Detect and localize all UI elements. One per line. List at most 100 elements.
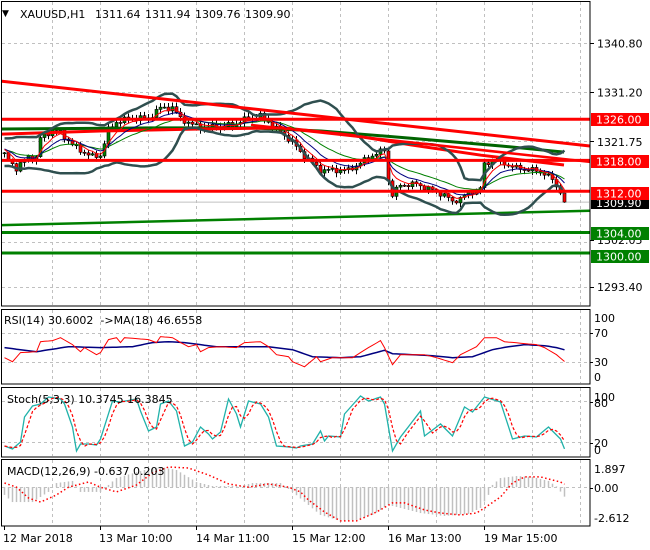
candle-body xyxy=(46,133,51,137)
low-price-value: 1309.76 xyxy=(195,8,241,21)
level-tag-1312: 1312.00 xyxy=(591,187,649,201)
candle-body xyxy=(442,193,447,197)
price-chart-panel[interactable]: ▼ XAUUSD,H1 1311.64 1311.94 1309.76 1309… xyxy=(1,1,591,307)
macd-signal-line xyxy=(4,466,565,522)
price-plot[interactable] xyxy=(1,79,590,255)
moving-average-mid xyxy=(4,112,565,196)
time-axis[interactable]: 12 Mar 2018 13 Mar 10:00 14 Mar 11:00 15… xyxy=(3,526,557,545)
candle-body xyxy=(82,151,87,154)
candle xyxy=(166,103,171,115)
price-panel-border xyxy=(1,1,591,307)
candle-body xyxy=(450,197,455,202)
candle-body xyxy=(402,184,407,187)
candle-body xyxy=(98,155,103,158)
macd-panel-border xyxy=(1,459,591,527)
candle-body xyxy=(154,109,159,118)
candle-body xyxy=(90,153,95,156)
macd-axis-label: 1.897 xyxy=(594,463,626,476)
stochastic-signal-line xyxy=(4,396,565,449)
candle-body xyxy=(18,162,23,172)
candle xyxy=(486,160,491,168)
candle xyxy=(86,150,91,160)
green-rising-line[interactable] xyxy=(1,209,590,227)
candle-body xyxy=(322,169,327,174)
candle-body xyxy=(190,121,195,125)
candle-body xyxy=(38,137,43,157)
level-tag-1300: 1300.00 xyxy=(591,250,649,264)
rsi-panel[interactable]: RSI(14) 30.6002 ->MA(18) 46.6558 xyxy=(1,309,591,385)
rsi-axis[interactable]: 100 70 30 0 xyxy=(590,312,615,384)
level-tag-text: 1312.00 xyxy=(596,188,642,201)
candle xyxy=(142,111,147,119)
candle-body xyxy=(398,184,403,188)
candle xyxy=(350,164,355,172)
candle-body xyxy=(454,200,459,204)
stochastic-plot[interactable] xyxy=(4,395,566,453)
candle-body xyxy=(486,162,491,165)
red-trendline-upper[interactable] xyxy=(1,79,590,148)
candle xyxy=(410,180,415,190)
candle xyxy=(398,183,403,191)
stochastic-axis-label: 100 xyxy=(594,391,615,404)
moving-average-slow xyxy=(4,118,565,190)
candle-body xyxy=(406,185,411,187)
candle xyxy=(162,103,167,109)
chart-header: ▼ XAUUSD,H1 1311.64 1311.94 1309.76 1309… xyxy=(2,8,291,21)
stochastic-axis-label: 20 xyxy=(594,437,608,450)
rsi-axis-label: 70 xyxy=(594,327,608,340)
candle xyxy=(342,166,347,174)
price-axis[interactable]: 1340.80 1331.20 1321.75 1302.05 1293.40 … xyxy=(590,38,649,295)
rsi-axis-label: 100 xyxy=(594,312,615,325)
macd-plot[interactable] xyxy=(3,466,566,522)
stochastic-axis-label: 80 xyxy=(594,397,608,410)
candle-body xyxy=(374,154,379,157)
candle xyxy=(18,161,23,173)
candle xyxy=(450,196,455,205)
candle-body xyxy=(330,167,335,170)
candle-body xyxy=(542,172,547,176)
time-axis-label: 12 Mar 2018 xyxy=(3,532,73,545)
stochastic-axis-label: 0 xyxy=(594,444,601,457)
candle-body xyxy=(114,122,119,128)
level-tag-text: 1318.00 xyxy=(596,156,642,169)
candle xyxy=(338,167,343,175)
candle xyxy=(174,102,179,114)
macd-axis[interactable]: 1.897 0.00 -2.612 xyxy=(590,463,629,525)
red-trendline-lower[interactable] xyxy=(250,123,590,164)
close-price-value: 1309.90 xyxy=(245,8,291,21)
candle-body xyxy=(2,152,7,155)
price-axis-label: 1331.20 xyxy=(597,87,643,100)
level-tag-background xyxy=(591,113,649,126)
candle xyxy=(322,166,327,178)
stochastic-panel[interactable]: Stoch(5,3,3) 10.3745 16.3845 xyxy=(1,387,591,458)
rsi-plot[interactable] xyxy=(4,336,565,368)
level-tag-background xyxy=(591,187,649,200)
candle-body xyxy=(174,106,179,113)
candle-body xyxy=(118,122,123,124)
price-axis-label: 1293.40 xyxy=(597,281,643,294)
candle xyxy=(402,183,407,188)
rsi-ma-line xyxy=(4,340,565,359)
candle-body xyxy=(142,115,147,119)
level-tag-background xyxy=(591,227,649,240)
candle-body xyxy=(170,106,175,112)
candle-body xyxy=(158,106,163,110)
rsi-indicator-label: RSI(14) 30.6002 ->MA(18) 46.6558 xyxy=(4,314,202,327)
candle-body xyxy=(458,197,463,204)
candle xyxy=(2,151,7,158)
rsi-axis-label: 0 xyxy=(594,371,601,384)
stochastic-axis[interactable]: 100 80 20 0 xyxy=(590,391,615,457)
bid-tag-text: 1309.90 xyxy=(596,197,642,210)
macd-panel[interactable]: MACD(12,26,9) -0.637 0.203 xyxy=(1,459,591,527)
candle-body xyxy=(426,186,431,191)
rsi-panel-border xyxy=(1,309,591,385)
symbol-timeframe-label: XAUUSD,H1 xyxy=(20,8,85,21)
candle-body xyxy=(314,161,319,166)
candle xyxy=(454,200,459,205)
candle-body xyxy=(546,173,551,176)
candle xyxy=(530,164,535,176)
candle xyxy=(330,164,335,172)
level-tag-text: 1304.00 xyxy=(596,228,642,241)
